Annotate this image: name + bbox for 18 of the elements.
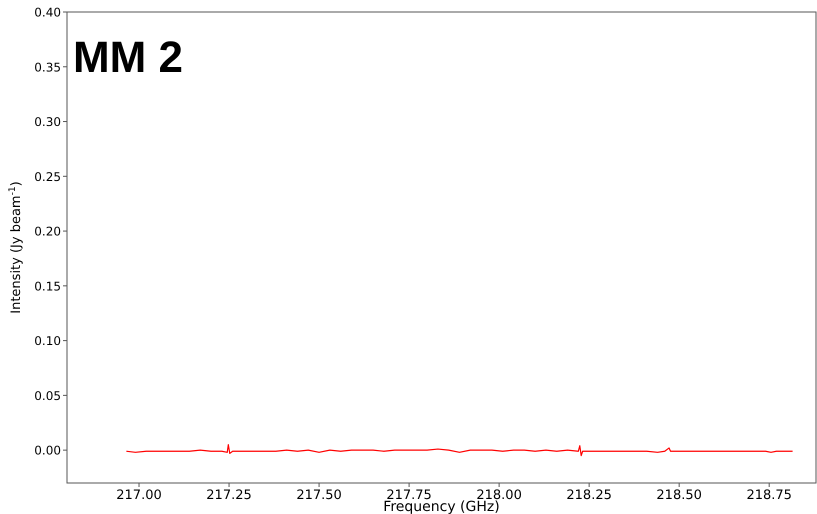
y-tick-label: 0.05 (34, 388, 61, 403)
x-tick-label: 218.50 (656, 488, 702, 503)
x-tick-label: 217.50 (296, 488, 342, 503)
x-tick-label: 217.75 (386, 488, 432, 503)
y-tick-label: 0.30 (34, 115, 61, 130)
line-series (126, 444, 794, 456)
y-tick-label: 0.20 (34, 224, 61, 239)
x-tick-label: 217.00 (116, 488, 162, 503)
y-tick-label: 0.40 (34, 6, 61, 20)
x-tick-label: 218.75 (746, 488, 792, 503)
y-tick-label: 0.25 (34, 170, 61, 184)
y-tick-label: 0.35 (34, 60, 61, 74)
x-tick-label: 217.25 (206, 488, 252, 503)
text: MM 2 (73, 33, 183, 82)
x-tick-label: 218.25 (566, 488, 612, 503)
y-tick-label: 0.00 (34, 444, 61, 458)
y-tick-label: 0.10 (34, 334, 61, 348)
y-tick-label: 0.15 (34, 279, 61, 294)
